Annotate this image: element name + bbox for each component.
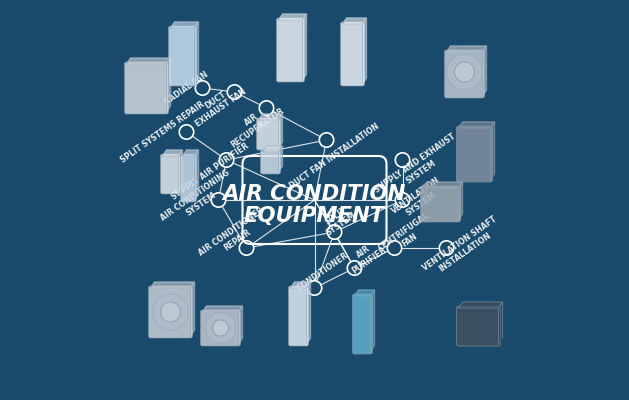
Text: DUCT FAN INSTALLATION: DUCT FAN INSTALLATION bbox=[288, 122, 381, 190]
Circle shape bbox=[387, 241, 402, 255]
Polygon shape bbox=[291, 282, 311, 288]
Polygon shape bbox=[170, 22, 199, 28]
Circle shape bbox=[195, 81, 209, 95]
Circle shape bbox=[327, 225, 342, 239]
Polygon shape bbox=[447, 46, 486, 52]
Text: CONDITIONER: CONDITIONER bbox=[295, 251, 350, 293]
FancyBboxPatch shape bbox=[457, 126, 493, 182]
Circle shape bbox=[160, 302, 181, 322]
Polygon shape bbox=[167, 58, 170, 112]
Polygon shape bbox=[182, 150, 199, 156]
Polygon shape bbox=[303, 14, 306, 80]
Polygon shape bbox=[491, 122, 494, 180]
Text: VENTILATION SHAFT
INSTALLATION: VENTILATION SHAFT INSTALLATION bbox=[421, 215, 504, 281]
Circle shape bbox=[179, 125, 194, 139]
Text: SPLIT
SYSTEM: SPLIT SYSTEM bbox=[319, 202, 358, 238]
Circle shape bbox=[447, 54, 482, 90]
FancyBboxPatch shape bbox=[125, 62, 169, 114]
Circle shape bbox=[395, 153, 409, 167]
Circle shape bbox=[220, 153, 234, 167]
Polygon shape bbox=[162, 150, 182, 156]
Polygon shape bbox=[279, 14, 306, 20]
Circle shape bbox=[308, 281, 321, 295]
Polygon shape bbox=[279, 114, 282, 148]
Polygon shape bbox=[423, 182, 462, 188]
Circle shape bbox=[152, 294, 189, 330]
Text: CENTRIFUGAL
FAN: CENTRIFUGAL FAN bbox=[376, 211, 437, 261]
Text: VENTILATION
SYSTEM: VENTILATION SYSTEM bbox=[389, 176, 447, 224]
FancyBboxPatch shape bbox=[445, 50, 484, 98]
Polygon shape bbox=[194, 150, 199, 200]
Polygon shape bbox=[362, 18, 367, 84]
Circle shape bbox=[213, 320, 228, 336]
FancyBboxPatch shape bbox=[260, 150, 281, 174]
Text: AIR CONDITIONER
REPAIR: AIR CONDITIONER REPAIR bbox=[198, 206, 272, 266]
FancyBboxPatch shape bbox=[181, 154, 196, 202]
Circle shape bbox=[211, 193, 226, 207]
FancyBboxPatch shape bbox=[457, 306, 501, 346]
Polygon shape bbox=[194, 22, 199, 84]
FancyBboxPatch shape bbox=[257, 118, 281, 150]
FancyBboxPatch shape bbox=[201, 310, 240, 346]
FancyBboxPatch shape bbox=[160, 154, 181, 194]
Circle shape bbox=[347, 261, 362, 275]
FancyBboxPatch shape bbox=[340, 22, 364, 86]
FancyBboxPatch shape bbox=[277, 18, 304, 82]
Text: AIR
RECUPERATOR: AIR RECUPERATOR bbox=[223, 98, 286, 150]
Polygon shape bbox=[355, 290, 374, 296]
Text: RADIAL FAN: RADIAL FAN bbox=[163, 70, 210, 106]
Polygon shape bbox=[370, 290, 374, 352]
Text: SUPPLY AND EXHAUST
SYSTEM: SUPPLY AND EXHAUST SYSTEM bbox=[374, 132, 464, 204]
Polygon shape bbox=[150, 282, 194, 288]
Polygon shape bbox=[459, 182, 462, 220]
Polygon shape bbox=[499, 302, 503, 344]
Polygon shape bbox=[279, 146, 282, 172]
Circle shape bbox=[439, 241, 454, 255]
Text: AIR
PURIFIER: AIR PURIFIER bbox=[345, 236, 389, 276]
Polygon shape bbox=[259, 114, 282, 120]
FancyBboxPatch shape bbox=[169, 26, 196, 86]
Polygon shape bbox=[459, 302, 503, 308]
Circle shape bbox=[320, 133, 334, 147]
Circle shape bbox=[205, 313, 236, 343]
FancyBboxPatch shape bbox=[148, 286, 192, 338]
Circle shape bbox=[395, 193, 409, 207]
Polygon shape bbox=[191, 282, 194, 336]
Polygon shape bbox=[459, 122, 494, 128]
Circle shape bbox=[455, 62, 474, 82]
Polygon shape bbox=[343, 18, 367, 24]
Text: SUPPLY AIR PURIFIER: SUPPLY AIR PURIFIER bbox=[170, 142, 251, 202]
FancyBboxPatch shape bbox=[289, 286, 308, 346]
Circle shape bbox=[227, 85, 242, 99]
FancyBboxPatch shape bbox=[352, 294, 372, 354]
Circle shape bbox=[259, 101, 274, 115]
Circle shape bbox=[239, 241, 253, 255]
Polygon shape bbox=[482, 46, 486, 96]
FancyBboxPatch shape bbox=[421, 186, 460, 222]
Polygon shape bbox=[179, 150, 182, 192]
Polygon shape bbox=[126, 58, 170, 64]
Text: EQUIPMENT: EQUIPMENT bbox=[244, 206, 385, 226]
Polygon shape bbox=[262, 146, 282, 152]
Polygon shape bbox=[203, 306, 243, 312]
Polygon shape bbox=[306, 282, 311, 344]
Text: SPLIT SYSTEMS REPAIR: SPLIT SYSTEMS REPAIR bbox=[119, 100, 206, 164]
Text: AIR CONDITIONING
SYSTEM: AIR CONDITIONING SYSTEM bbox=[159, 168, 238, 232]
Polygon shape bbox=[238, 306, 243, 344]
Text: AIR CONDITION: AIR CONDITION bbox=[223, 184, 406, 204]
Text: DUCT
EXHAUST FAN: DUCT EXHAUST FAN bbox=[189, 79, 248, 129]
